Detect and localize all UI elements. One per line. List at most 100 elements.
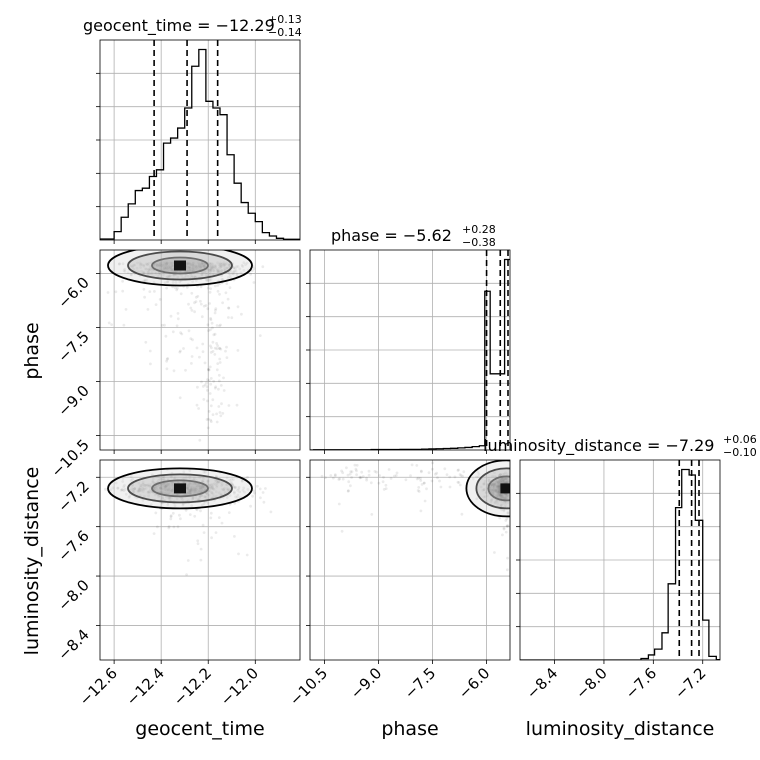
sample-point <box>215 481 219 485</box>
sample-point <box>200 262 204 266</box>
y-tick-label-phase: −6.0 <box>54 274 92 312</box>
sample-point <box>157 272 161 276</box>
sample-point <box>172 525 176 529</box>
sample-point <box>187 483 190 487</box>
sample-point <box>211 267 214 270</box>
sample-point <box>496 489 499 493</box>
sample-point <box>104 487 107 491</box>
sample-point <box>490 497 494 501</box>
sample-point <box>214 307 218 311</box>
sample-point <box>216 261 220 265</box>
sample-point <box>501 478 505 481</box>
sample-point <box>124 492 128 496</box>
sample-point <box>197 484 201 488</box>
sample-point <box>155 271 158 275</box>
sample-point <box>187 265 191 269</box>
sample-point <box>175 288 179 292</box>
sample-point <box>156 525 159 529</box>
sample-point <box>129 273 133 276</box>
sample-point <box>209 418 213 422</box>
sample-point <box>212 269 215 272</box>
sample-point <box>415 477 419 481</box>
sample-point <box>225 356 229 359</box>
sample-point <box>249 504 253 508</box>
sample-point <box>141 480 145 484</box>
sample-point <box>140 269 143 273</box>
sample-point <box>500 477 504 481</box>
sample-point <box>211 483 215 486</box>
sample-point <box>493 483 496 487</box>
sample-point <box>189 487 193 491</box>
sample-point <box>188 489 192 493</box>
sample-point <box>148 484 152 488</box>
sample-point <box>135 266 139 270</box>
sample-point <box>234 269 238 273</box>
sample-point <box>200 261 204 265</box>
sample-point <box>438 479 441 483</box>
sample-point <box>501 495 505 499</box>
sample-point <box>222 376 225 380</box>
sample-point <box>258 487 262 491</box>
sample-point <box>192 268 196 272</box>
sample-point <box>242 269 246 272</box>
sample-point <box>502 479 506 483</box>
sample-point <box>183 276 187 279</box>
sample-point <box>132 490 136 493</box>
sample-point <box>186 488 190 491</box>
sample-point <box>491 487 495 491</box>
sample-point <box>165 367 169 371</box>
sample-point <box>502 496 505 500</box>
sample-point <box>409 474 412 478</box>
sample-point <box>217 379 221 383</box>
sample-point <box>498 494 502 497</box>
sample-point <box>170 475 174 479</box>
sample-point <box>384 483 388 487</box>
sample-point <box>143 495 146 498</box>
sample-point <box>165 261 169 265</box>
x-tick-label-luminosity-distance: −7.6 <box>622 664 660 702</box>
sample-point <box>498 487 501 491</box>
sample-point <box>118 262 121 266</box>
sample-point <box>151 477 155 481</box>
sample-point <box>476 475 480 479</box>
sample-point <box>230 316 234 320</box>
sample-point <box>228 494 232 497</box>
sample-point <box>131 488 135 491</box>
sample-point <box>206 480 210 483</box>
sample-point <box>122 489 126 492</box>
sample-point <box>191 488 195 492</box>
sample-point <box>498 478 502 482</box>
sample-point <box>232 272 235 276</box>
sample-point <box>144 483 148 487</box>
sample-point <box>494 501 497 505</box>
sample-point <box>496 480 499 484</box>
sample-point <box>165 264 168 268</box>
x-tick-label-luminosity-distance: −8.0 <box>572 664 610 702</box>
sample-point <box>222 263 226 266</box>
sample-point <box>145 267 148 271</box>
sample-point <box>462 470 466 474</box>
sample-point <box>179 349 182 353</box>
sample-point <box>161 475 165 479</box>
sample-point <box>504 492 508 496</box>
sample-point <box>493 475 497 478</box>
sample-point <box>355 473 358 477</box>
density-contour-0 <box>151 479 209 498</box>
sample-point <box>191 267 195 270</box>
sample-point <box>204 470 207 474</box>
sample-point <box>133 487 137 491</box>
sample-point <box>361 475 365 478</box>
sample-point <box>223 263 227 266</box>
sample-point <box>506 480 510 484</box>
y-tick-label-luminosity-distance: −7.2 <box>54 477 92 515</box>
sample-point <box>232 269 236 273</box>
sample-point <box>195 485 199 488</box>
sample-point <box>457 481 461 484</box>
sample-point <box>218 357 222 361</box>
sample-point <box>142 287 146 291</box>
sample-point <box>494 487 498 491</box>
sample-point <box>142 482 146 486</box>
sample-point <box>163 488 167 491</box>
sample-point <box>491 490 495 494</box>
sample-point <box>219 323 222 327</box>
